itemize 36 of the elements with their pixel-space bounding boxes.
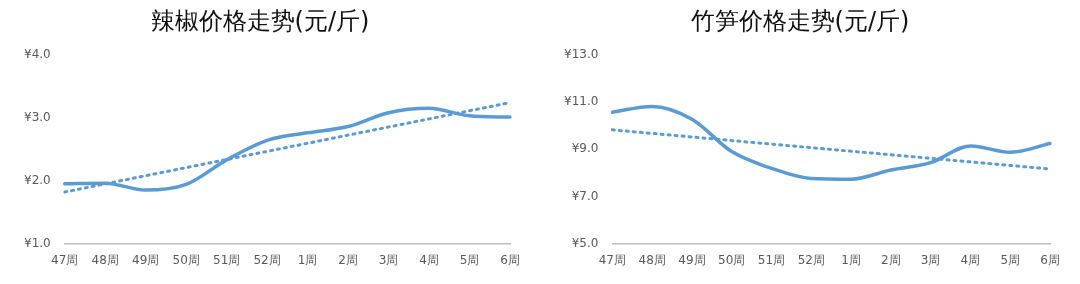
chart-title: 辣椒价格走势(元/斤) xyxy=(150,6,370,35)
x-tick-label: 5周 xyxy=(1000,252,1021,267)
x-tick-label: 2周 xyxy=(338,252,358,267)
x-tick-label: 4周 xyxy=(419,252,439,267)
y-tick-label: ¥11.0 xyxy=(563,94,599,109)
x-tick-label: 50周 xyxy=(718,252,746,267)
x-tick-label: 47周 xyxy=(51,252,79,267)
x-tick-label: 3周 xyxy=(378,252,399,267)
y-tick-label: ¥7.0 xyxy=(571,188,599,203)
x-tick-label: 1周 xyxy=(841,252,861,267)
x-tick-label: 52周 xyxy=(253,252,281,267)
y-tick-label: ¥3.0 xyxy=(24,109,51,124)
x-tick-label: 48周 xyxy=(638,252,666,267)
y-tick-label: ¥9.0 xyxy=(571,141,599,156)
y-tick-label: ¥4.0 xyxy=(24,46,51,61)
x-tick-label: 49周 xyxy=(132,252,160,267)
x-tick-label: 4周 xyxy=(960,252,981,267)
chart-title: 竹笋价格走势(元/斤) xyxy=(690,6,910,35)
y-tick-label: ¥2.0 xyxy=(24,172,51,187)
line-series xyxy=(610,104,1052,181)
x-tick-label: 51周 xyxy=(757,252,786,267)
x-tick-label: 52周 xyxy=(797,252,825,267)
x-tick-label: 48周 xyxy=(91,252,119,267)
x-tick-label: 5周 xyxy=(459,252,480,267)
y-tick-label: ¥1.0 xyxy=(24,235,51,250)
x-tick-label: 47周 xyxy=(598,252,626,267)
x-tick-label: 49周 xyxy=(678,252,706,267)
y-tick-label: ¥13.0 xyxy=(563,46,599,61)
x-tick-label: 3周 xyxy=(920,252,941,267)
x-tick-label: 2周 xyxy=(881,252,901,267)
x-tick-label: 50周 xyxy=(172,252,200,267)
x-tick-label: 51周 xyxy=(213,252,241,267)
x-tick-label: 6周 xyxy=(500,252,520,267)
y-tick-label: ¥5.0 xyxy=(571,235,599,250)
x-tick-label: 1周 xyxy=(297,252,318,267)
x-tick-label: 6周 xyxy=(1040,252,1060,267)
